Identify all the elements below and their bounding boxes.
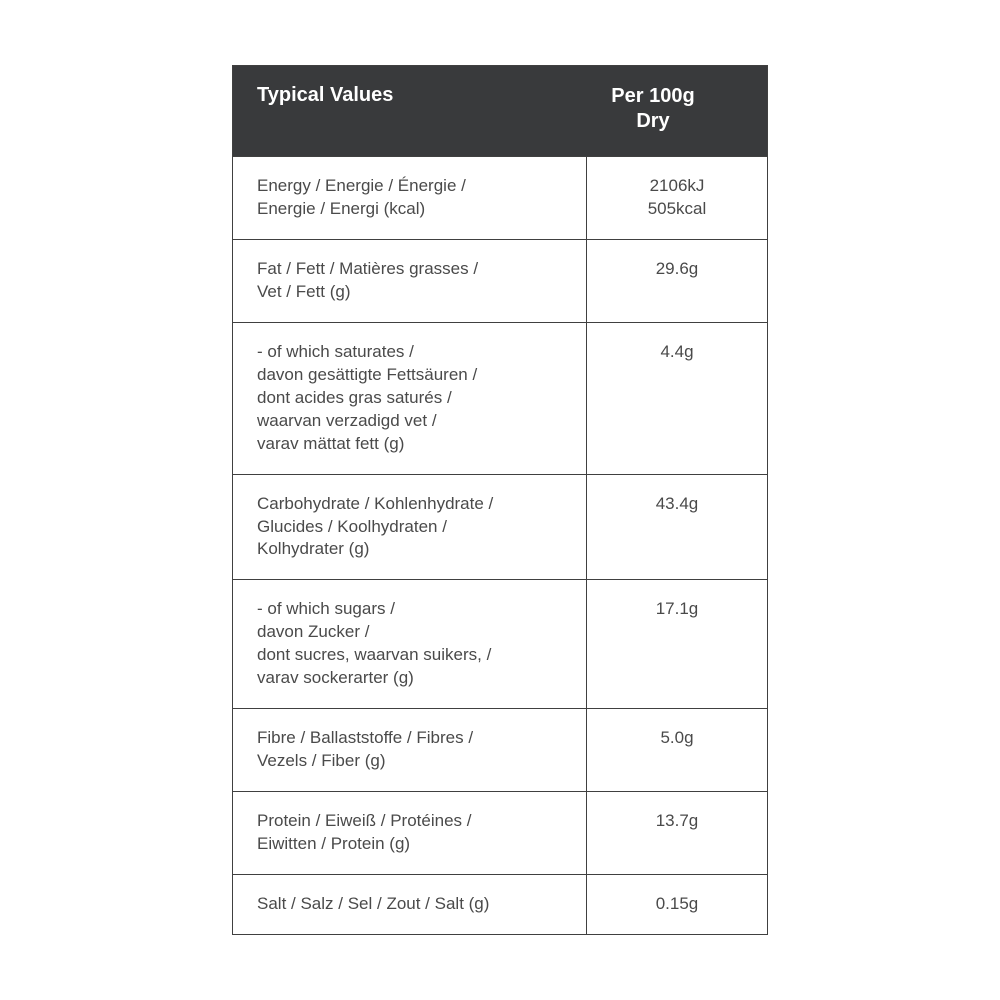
nutrient-label: Carbohydrate / Kohlenhydrate / Glucides … — [233, 475, 587, 580]
table-row: - of which saturates / davon gesättigte … — [233, 322, 767, 474]
table-row: - of which sugars / davon Zucker / dont … — [233, 579, 767, 708]
table-row: Carbohydrate / Kohlenhydrate / Glucides … — [233, 474, 767, 580]
nutrient-value: 29.6g — [587, 240, 767, 322]
header-label: Typical Values — [233, 66, 555, 156]
nutrient-value: 4.4g — [587, 323, 767, 474]
nutrient-value: 0.15g — [587, 875, 767, 934]
nutrient-value: 13.7g — [587, 792, 767, 874]
nutrient-value: 17.1g — [587, 580, 767, 708]
nutrient-label: - of which saturates / davon gesättigte … — [233, 323, 587, 474]
header-value: Per 100g Dry — [555, 66, 767, 156]
nutrient-label: Energy / Energie / Énergie / Energie / E… — [233, 157, 587, 239]
table-row: Fat / Fett / Matières grasses / Vet / Fe… — [233, 239, 767, 322]
table-row: Protein / Eiweiß / Protéines / Eiwitten … — [233, 791, 767, 874]
nutrient-value: 5.0g — [587, 709, 767, 791]
nutrient-label: Fat / Fett / Matières grasses / Vet / Fe… — [233, 240, 587, 322]
nutrition-table: Typical Values Per 100g Dry Energy / Ene… — [232, 65, 768, 935]
nutrient-label: - of which sugars / davon Zucker / dont … — [233, 580, 587, 708]
nutrient-label: Salt / Salz / Sel / Zout / Salt (g) — [233, 875, 587, 934]
nutrient-label: Fibre / Ballaststoffe / Fibres / Vezels … — [233, 709, 587, 791]
table-row: Energy / Energie / Énergie / Energie / E… — [233, 156, 767, 239]
nutrient-value: 43.4g — [587, 475, 767, 580]
nutrient-label: Protein / Eiweiß / Protéines / Eiwitten … — [233, 792, 587, 874]
nutrient-value: 2106kJ 505kcal — [587, 157, 767, 239]
table-header: Typical Values Per 100g Dry — [233, 66, 767, 156]
table-row: Salt / Salz / Sel / Zout / Salt (g) 0.15… — [233, 874, 767, 934]
table-row: Fibre / Ballaststoffe / Fibres / Vezels … — [233, 708, 767, 791]
